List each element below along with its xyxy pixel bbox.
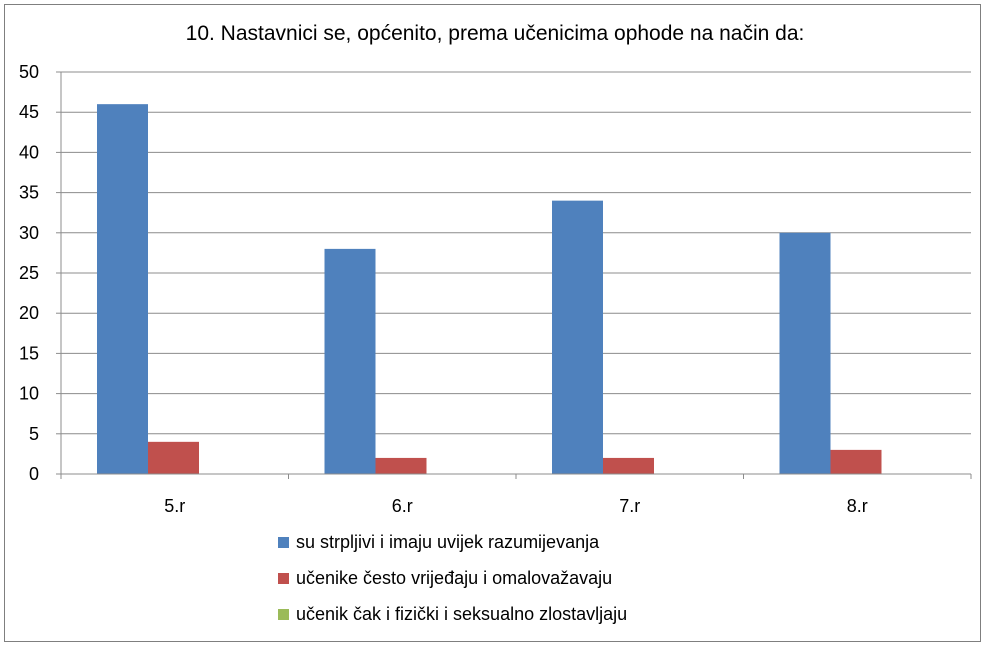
gridlines [61, 71, 971, 475]
y-tick-label: 0 [29, 464, 39, 484]
y-tick-label: 5 [29, 424, 39, 444]
y-tick-label: 40 [19, 142, 39, 162]
legend: su strpljivi i imaju uvijek razumijevanj… [278, 532, 627, 624]
legend-label: učenik čak i fizički i seksualno zlostav… [296, 604, 627, 624]
y-axis: 0 5 10 15 20 25 30 35 40 45 50 [19, 62, 62, 484]
y-tick-label: 45 [19, 102, 39, 122]
y-tick-label: 20 [19, 303, 39, 323]
bar-2-8.r [830, 449, 882, 474]
bar-2-5.r [148, 441, 199, 474]
x-tick-label: 7.r [619, 496, 640, 516]
y-tick-label: 50 [19, 62, 39, 82]
legend-swatch [278, 537, 289, 548]
y-tick-label: 25 [19, 263, 39, 283]
legend-label: učenike često vrijeđaju i omalovažavaju [296, 568, 612, 588]
bar-1-8.r [779, 232, 831, 474]
x-tick-label: 6.r [392, 496, 413, 516]
x-axis: 5.r 6.r 7.r 8.r [60, 473, 972, 516]
x-tick-label: 5.r [164, 496, 185, 516]
chart-title: 10. Nastavnici se, općenito, prema učeni… [186, 22, 805, 45]
y-tick-label: 10 [19, 384, 39, 404]
legend-label: su strpljivi i imaju uvijek razumijevanj… [296, 532, 600, 552]
legend-swatch [278, 573, 289, 584]
y-tick-label: 35 [19, 183, 39, 203]
legend-swatch [278, 609, 289, 620]
bar-2-6.r [375, 457, 427, 474]
bar-2-7.r [603, 457, 654, 474]
x-tick-label: 8.r [847, 496, 868, 516]
bar-1-7.r [552, 200, 603, 474]
bar-1-6.r [324, 248, 376, 474]
bars [97, 104, 882, 474]
bar-1-5.r [97, 104, 148, 474]
y-tick-label: 30 [19, 223, 39, 243]
y-tick-label: 15 [19, 343, 39, 363]
